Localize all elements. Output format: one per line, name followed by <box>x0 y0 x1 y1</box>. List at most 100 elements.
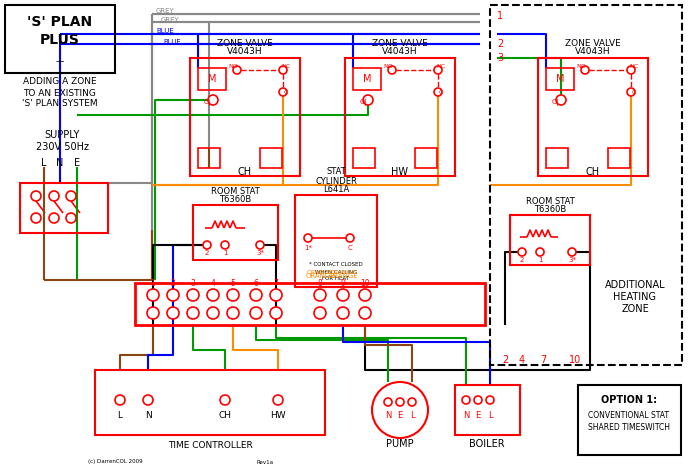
Circle shape <box>408 398 416 406</box>
Circle shape <box>227 289 239 301</box>
Circle shape <box>147 307 159 319</box>
Circle shape <box>221 241 229 249</box>
Circle shape <box>346 234 354 242</box>
Circle shape <box>434 88 442 96</box>
Circle shape <box>31 191 41 201</box>
Bar <box>510 215 590 265</box>
Text: N: N <box>57 158 63 168</box>
Circle shape <box>250 289 262 301</box>
Circle shape <box>462 396 470 404</box>
Circle shape <box>66 191 76 201</box>
Bar <box>578 385 681 455</box>
Text: PUMP: PUMP <box>386 439 414 449</box>
Text: 10: 10 <box>569 355 581 365</box>
Text: SUPPLY: SUPPLY <box>44 130 79 140</box>
Text: 1: 1 <box>150 278 155 287</box>
Text: HEATING: HEATING <box>613 292 656 302</box>
Circle shape <box>581 66 589 74</box>
Bar <box>20 183 108 233</box>
Text: BLUE: BLUE <box>156 28 174 34</box>
Bar <box>95 370 325 435</box>
Text: O|: O| <box>359 98 367 105</box>
Circle shape <box>388 66 396 74</box>
Bar <box>345 58 455 176</box>
Text: L: L <box>117 411 123 421</box>
Circle shape <box>396 398 404 406</box>
Text: C: C <box>632 89 636 95</box>
Circle shape <box>359 289 371 301</box>
Circle shape <box>167 307 179 319</box>
Circle shape <box>203 241 211 249</box>
Circle shape <box>314 307 326 319</box>
Text: ROOM STAT: ROOM STAT <box>210 188 259 197</box>
Circle shape <box>49 191 59 201</box>
Text: L641A: L641A <box>323 185 349 195</box>
Circle shape <box>66 213 76 223</box>
Text: (c) DarrenCOL 2009: (c) DarrenCOL 2009 <box>88 460 142 465</box>
Text: M: M <box>555 74 564 84</box>
Text: PLUS: PLUS <box>40 33 80 47</box>
Text: CH: CH <box>219 411 232 421</box>
Text: 3*: 3* <box>256 250 264 256</box>
Circle shape <box>233 66 241 74</box>
Bar <box>546 148 568 168</box>
Text: NO: NO <box>576 65 586 70</box>
Bar <box>5 5 115 73</box>
Text: CYLINDER: CYLINDER <box>315 176 357 185</box>
Text: C: C <box>439 89 443 95</box>
Text: 3*: 3* <box>568 257 576 263</box>
Circle shape <box>568 248 576 256</box>
Circle shape <box>147 289 159 301</box>
Circle shape <box>31 213 41 223</box>
Text: OPTION 1:: OPTION 1: <box>601 395 657 405</box>
Text: V4043H: V4043H <box>575 47 611 57</box>
Text: 'S' PLAN: 'S' PLAN <box>28 15 92 29</box>
Text: FOR HEAT: FOR HEAT <box>322 277 350 281</box>
Text: HW: HW <box>270 411 286 421</box>
Circle shape <box>279 66 287 74</box>
Text: 7: 7 <box>273 278 279 287</box>
Text: 2: 2 <box>170 278 175 287</box>
Circle shape <box>115 395 125 405</box>
Bar <box>538 58 648 176</box>
Bar <box>490 5 682 365</box>
Text: 3: 3 <box>497 53 503 63</box>
Text: HW: HW <box>391 167 408 177</box>
Text: C: C <box>284 89 288 95</box>
Circle shape <box>486 396 494 404</box>
Circle shape <box>167 289 179 301</box>
Bar <box>190 58 300 176</box>
Text: 9: 9 <box>341 278 346 287</box>
Circle shape <box>227 307 239 319</box>
Bar <box>198 68 226 90</box>
Text: ORANGE: ORANGE <box>330 271 356 276</box>
Text: GREY: GREY <box>156 8 175 14</box>
Circle shape <box>359 307 371 319</box>
Text: NO: NO <box>228 65 238 70</box>
Text: 'S' PLAN SYSTEM: 'S' PLAN SYSTEM <box>22 100 98 109</box>
Text: E: E <box>397 410 403 419</box>
Circle shape <box>363 95 373 105</box>
Text: BOILER: BOILER <box>469 439 505 449</box>
Text: ADDING A ZONE: ADDING A ZONE <box>23 78 97 87</box>
Circle shape <box>49 213 59 223</box>
Circle shape <box>518 248 526 256</box>
Text: E: E <box>74 158 80 168</box>
Circle shape <box>279 88 287 96</box>
Text: L: L <box>410 410 414 419</box>
Text: 3: 3 <box>190 278 195 287</box>
Circle shape <box>207 289 219 301</box>
Text: E: E <box>475 411 481 421</box>
Bar <box>353 68 381 90</box>
Text: NC: NC <box>629 65 638 70</box>
Text: —: — <box>56 58 64 66</box>
Text: WHEN CALLING: WHEN CALLING <box>315 270 357 275</box>
Circle shape <box>556 95 566 105</box>
Text: O|: O| <box>552 98 560 105</box>
Text: 1: 1 <box>497 11 503 21</box>
Text: 7: 7 <box>540 355 546 365</box>
Circle shape <box>220 395 230 405</box>
Text: 4: 4 <box>210 278 215 287</box>
Bar <box>608 148 630 168</box>
Circle shape <box>270 307 282 319</box>
